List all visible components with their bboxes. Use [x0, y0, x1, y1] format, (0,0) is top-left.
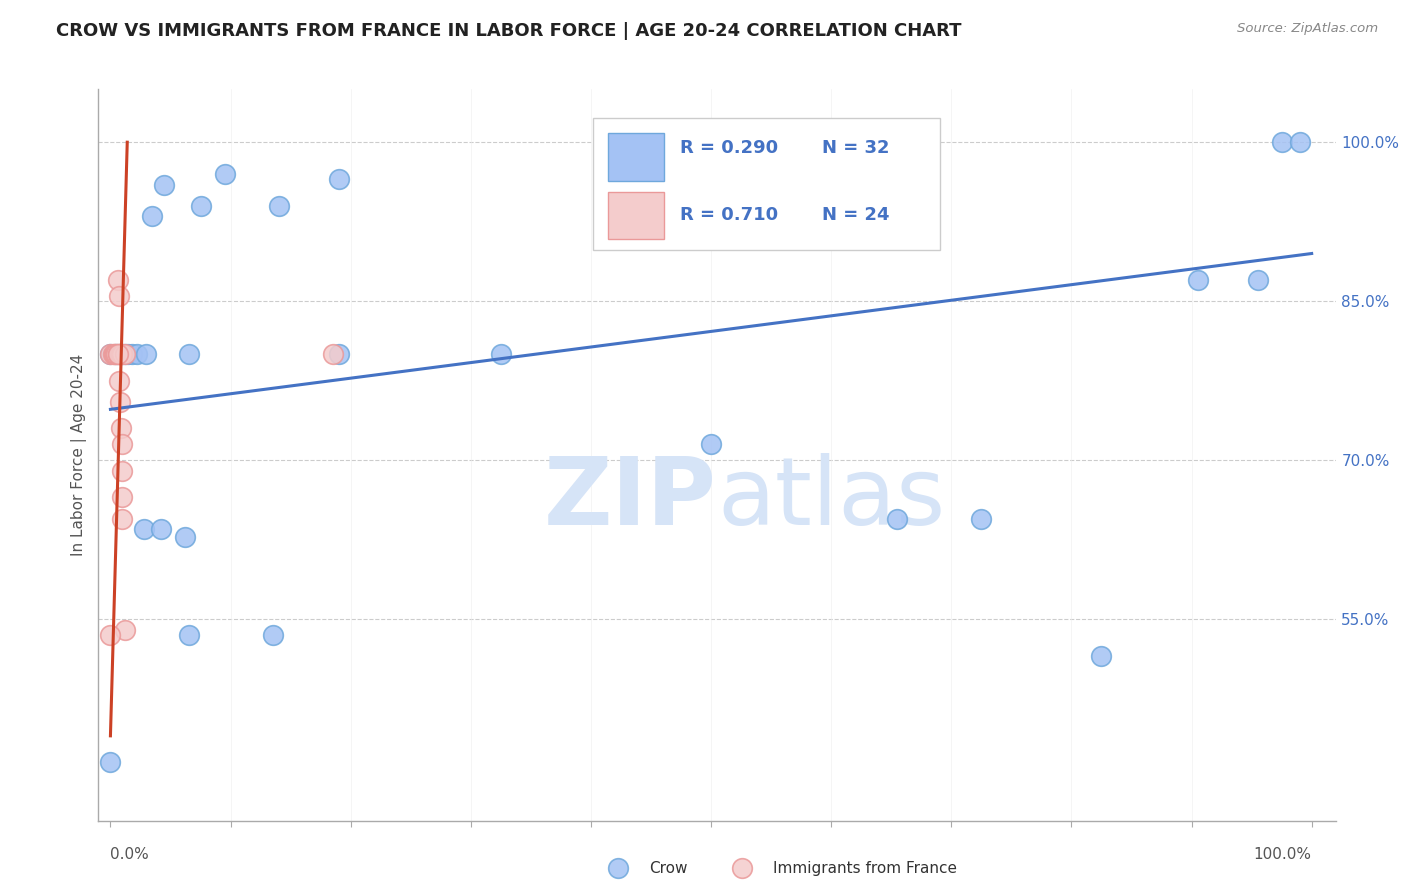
Point: [111, 511, 134, 525]
FancyBboxPatch shape: [593, 119, 939, 250]
Point: [105, 347, 128, 361]
Point: [100, 756, 122, 770]
Point: [108, 347, 131, 361]
Text: Immigrants from France: Immigrants from France: [773, 861, 956, 876]
Point: [111, 437, 134, 451]
Point: [108, 347, 131, 361]
Point: [111, 464, 134, 478]
Point: [100, 347, 122, 361]
Point: [125, 347, 148, 361]
Text: N = 24: N = 24: [823, 206, 890, 224]
Point: [100, 628, 122, 642]
Point: [114, 347, 136, 361]
Text: 0.0%: 0.0%: [111, 847, 149, 863]
Point: [328, 347, 350, 361]
Point: [107, 347, 129, 361]
Point: [111, 347, 134, 361]
Point: [110, 421, 132, 435]
Point: [108, 289, 131, 303]
Point: [267, 199, 290, 213]
Point: [1187, 273, 1209, 287]
Point: [1246, 273, 1268, 287]
Text: N = 32: N = 32: [823, 139, 890, 157]
Point: [886, 511, 908, 525]
Text: Crow: Crow: [650, 861, 688, 876]
Point: [262, 628, 284, 642]
Point: [108, 374, 131, 388]
Text: CROW VS IMMIGRANTS FROM FRANCE IN LABOR FORCE | AGE 20-24 CORRELATION CHART: CROW VS IMMIGRANTS FROM FRANCE IN LABOR …: [56, 22, 962, 40]
Point: [149, 522, 172, 536]
Point: [108, 347, 131, 361]
Text: atlas: atlas: [717, 453, 945, 545]
Point: [114, 347, 136, 361]
Point: [101, 347, 124, 361]
Point: [214, 167, 236, 181]
Point: [141, 210, 163, 224]
Point: [322, 347, 344, 361]
Text: ZIP: ZIP: [544, 453, 717, 545]
Point: [174, 530, 197, 544]
Point: [135, 347, 157, 361]
Point: [700, 437, 723, 451]
Point: [153, 178, 176, 192]
Point: [121, 347, 143, 361]
Text: 100.0%: 100.0%: [1254, 847, 1312, 863]
Point: [177, 628, 200, 642]
Point: [103, 347, 125, 361]
Text: R = 0.290: R = 0.290: [681, 139, 778, 157]
Point: [190, 199, 212, 213]
Point: [1288, 135, 1310, 149]
Bar: [609, 192, 664, 239]
Point: [1090, 649, 1112, 664]
Point: [970, 511, 993, 525]
Point: [108, 395, 131, 409]
Point: [100, 347, 122, 361]
Point: [1271, 135, 1294, 149]
Point: [132, 522, 155, 536]
Point: [177, 347, 200, 361]
Text: Source: ZipAtlas.com: Source: ZipAtlas.com: [1237, 22, 1378, 36]
Point: [107, 273, 129, 287]
Point: [107, 347, 129, 361]
Y-axis label: In Labor Force | Age 20-24: In Labor Force | Age 20-24: [72, 354, 87, 556]
Point: [111, 347, 134, 361]
Bar: [609, 133, 664, 180]
Point: [105, 347, 128, 361]
Point: [328, 172, 350, 186]
Point: [104, 347, 127, 361]
Point: [489, 347, 512, 361]
Point: [117, 347, 139, 361]
Point: [111, 491, 134, 505]
Text: R = 0.710: R = 0.710: [681, 206, 778, 224]
Point: [114, 623, 136, 637]
Point: [110, 347, 132, 361]
